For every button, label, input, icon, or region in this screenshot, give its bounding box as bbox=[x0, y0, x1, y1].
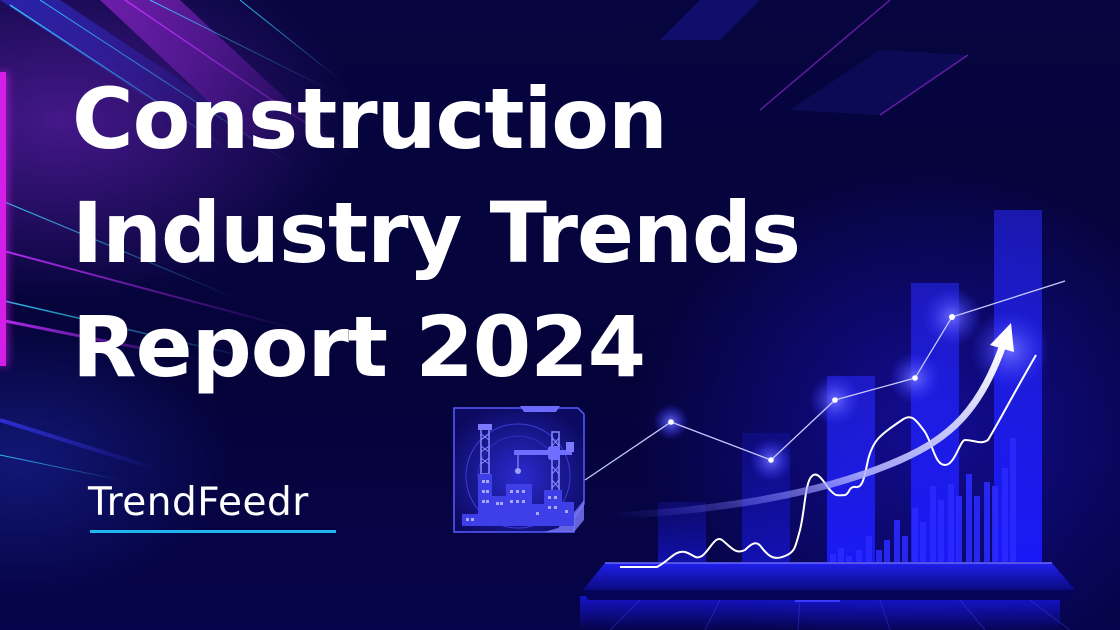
report-title: Construction Industry Trends Report 2024 bbox=[72, 62, 801, 404]
brand-underline bbox=[90, 530, 336, 533]
construction-crane-city-icon bbox=[453, 406, 585, 533]
title-line-2: Industry Trends bbox=[72, 184, 801, 282]
accent-bar bbox=[0, 72, 6, 366]
title-line-1: Construction bbox=[72, 70, 668, 168]
brand-name: TrendFeedr bbox=[88, 480, 309, 525]
title-line-3: Report 2024 bbox=[72, 298, 646, 396]
brand-logo[interactable]: TrendFeedr bbox=[88, 480, 336, 533]
